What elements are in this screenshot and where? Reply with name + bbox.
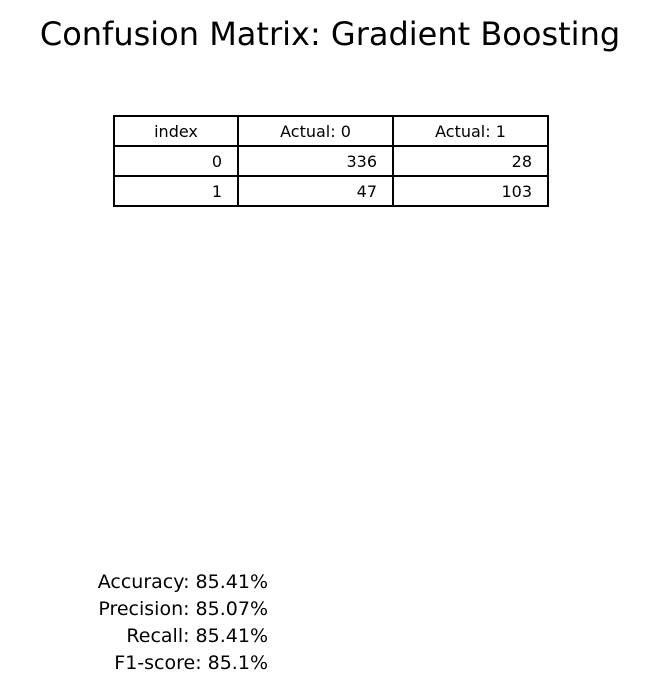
matrix-cell: 28 <box>392 145 549 177</box>
f1-score-text: F1-score: 85.1% <box>114 652 268 674</box>
recall-text: Recall: 85.41% <box>126 625 268 647</box>
column-header-index: index <box>113 115 239 147</box>
precision-text: Precision: 85.07% <box>98 598 268 620</box>
table-row: 1 47 103 <box>113 175 549 207</box>
matrix-cell: 336 <box>237 145 394 177</box>
chart-title: Confusion Matrix: Gradient Boosting <box>39 15 621 53</box>
matrix-cell: 103 <box>392 175 549 207</box>
confusion-matrix-table: index Actual: 0 Actual: 1 0 336 28 1 47 … <box>113 115 549 207</box>
column-header-actual-0: Actual: 0 <box>237 115 394 147</box>
matrix-cell: 47 <box>237 175 394 207</box>
row-index-cell: 0 <box>113 145 239 177</box>
row-index-cell: 1 <box>113 175 239 207</box>
accuracy-text: Accuracy: 85.41% <box>97 571 268 593</box>
table-header-row: index Actual: 0 Actual: 1 <box>113 115 549 147</box>
column-header-actual-1: Actual: 1 <box>392 115 549 147</box>
table-row: 0 336 28 <box>113 145 549 177</box>
metrics-summary: Accuracy: 85.41% Precision: 85.07% Recal… <box>98 569 268 677</box>
